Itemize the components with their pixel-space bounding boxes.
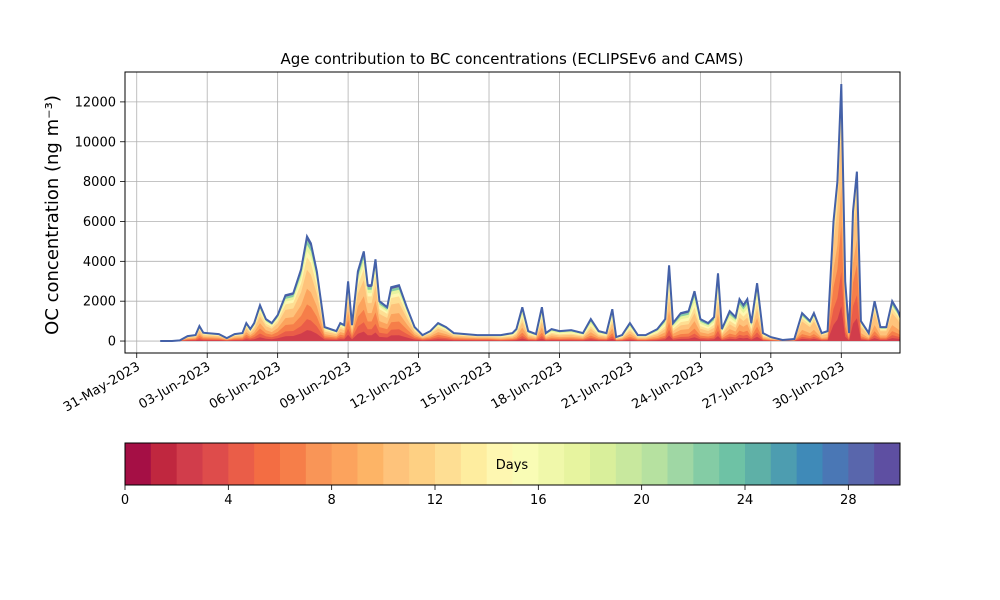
colorbar-tick-label: 28: [840, 493, 857, 508]
y-axis-ticks: 0 2000 4000 6000 8000 10000 12000: [75, 95, 125, 350]
y-tick-label: 10000: [75, 135, 116, 150]
colorbar-swatch: [615, 443, 643, 485]
colorbar-swatch: [745, 443, 772, 485]
x-tick-label: 24-Jun-2023: [630, 359, 707, 412]
y-axis-label: OC concentration (ng m⁻³): [42, 95, 63, 335]
colorbar-frame: [124, 442, 901, 486]
colorbar-swatch: [848, 443, 875, 485]
colorbar-swatch: [486, 443, 513, 485]
x-axis-ticks: 31-May-202303-Jun-202306-Jun-202309-Jun-…: [61, 353, 847, 415]
colorbar-swatch: [202, 443, 229, 485]
y-tick-label: 8000: [83, 175, 116, 190]
colorbar-swatch: [512, 443, 539, 485]
x-tick-label: 21-Jun-2023: [559, 359, 636, 412]
age-layer-10: [160, 130, 900, 341]
colorbar-swatch: [150, 443, 178, 485]
colorbar-swatch: [770, 443, 798, 485]
y-tick-label: 4000: [83, 255, 116, 270]
colorbar-tick-label: 8: [328, 493, 336, 508]
colorbar-swatch: [357, 443, 384, 485]
x-tick-label: 27-Jun-2023: [700, 359, 777, 412]
colorbar-tick-label: 4: [224, 493, 232, 508]
age-contribution-areas: [160, 84, 900, 341]
age-layer-14: [160, 95, 900, 341]
colorbar-label: Days: [496, 458, 529, 473]
colorbar-tick-label: 12: [427, 493, 444, 508]
colorbar-swatch: [538, 443, 565, 485]
x-tick-label: 12-Jun-2023: [348, 359, 425, 412]
colorbar-swatch: [590, 443, 617, 485]
colorbar-swatch: [409, 443, 436, 485]
colorbar-swatch: [667, 443, 694, 485]
colorbar-swatch: [435, 443, 462, 485]
colorbar-swatch: [564, 443, 591, 485]
y-tick-label: 12000: [75, 95, 116, 110]
x-tick-label: 31-May-2023: [61, 359, 143, 415]
x-tick-label: 06-Jun-2023: [207, 359, 284, 412]
colorbar-tick-label: 20: [633, 493, 650, 508]
y-tick-label: 6000: [83, 215, 116, 230]
colorbar-swatch: [719, 443, 746, 485]
age-layer-17: [160, 91, 900, 341]
colorbar-swatch: [176, 443, 203, 485]
x-tick-label: 30-Jun-2023: [770, 359, 847, 412]
y-tick-label: 2000: [83, 295, 116, 310]
colorbar-swatch: [228, 443, 255, 485]
colorbar-swatch: [254, 443, 281, 485]
total-concentration-line: [160, 83, 900, 342]
chart-title: Age contribution to BC concentrations (E…: [281, 50, 744, 68]
x-tick-label: 03-Jun-2023: [136, 359, 213, 412]
colorbar-swatch: [280, 443, 307, 485]
grid-lines: [125, 72, 900, 353]
x-tick-label: 09-Jun-2023: [277, 359, 354, 412]
colorbar-swatch: [460, 443, 488, 485]
colorbar-swatch: [874, 443, 901, 485]
x-tick-label: 15-Jun-2023: [418, 359, 495, 412]
age-layer-12: [160, 99, 900, 341]
age-layer-22: [160, 87, 900, 341]
plot-frame: [124, 71, 901, 354]
x-tick-label: 18-Jun-2023: [489, 359, 566, 412]
colorbar-swatch: [796, 443, 823, 485]
colorbar-swatch: [641, 443, 668, 485]
y-tick-label: 0: [108, 335, 116, 350]
colorbar-swatch: [125, 443, 152, 485]
colorbar-swatch: [822, 443, 849, 485]
colorbar-tick-label: 24: [737, 493, 754, 508]
colorbar-swatch: [305, 443, 333, 485]
age-layer-29: [160, 84, 900, 341]
colorbar-swatch: [383, 443, 410, 485]
colorbar-swatch: [693, 443, 720, 485]
colorbar: 0 4 8 12 16 20 24 28: [121, 442, 901, 508]
colorbar-tick-label: 16: [530, 493, 547, 508]
colorbar-swatch: [331, 443, 358, 485]
colorbar-tick-label: 0: [121, 493, 129, 508]
